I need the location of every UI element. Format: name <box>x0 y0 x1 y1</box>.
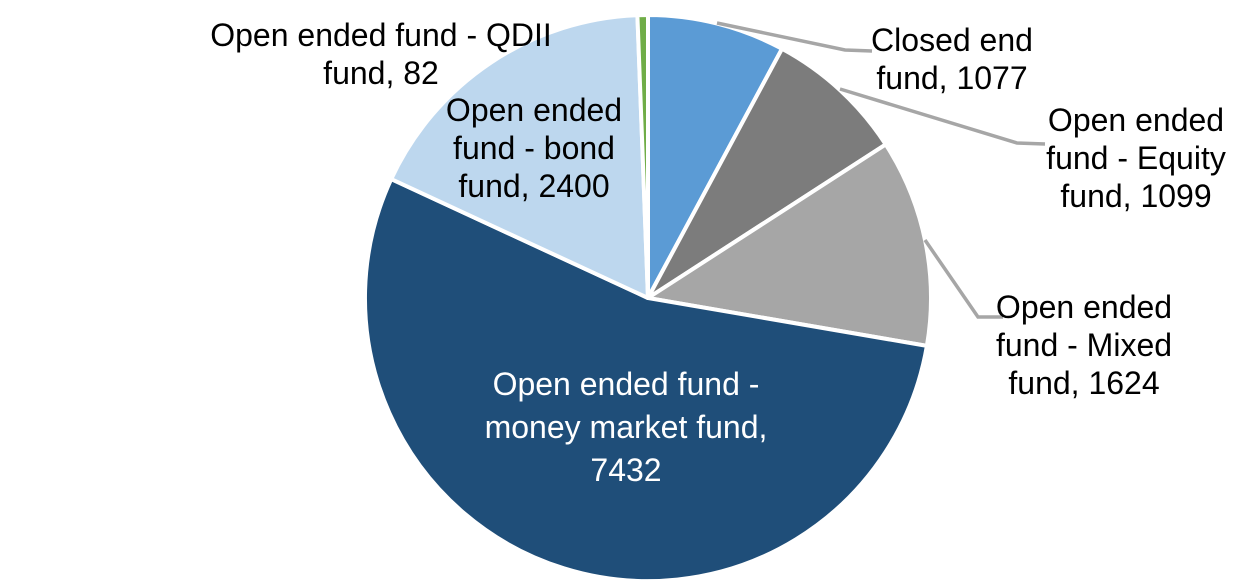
pie-slice-open-ended-money-market-fund <box>362 177 929 584</box>
label-bond-line-2: fund - bond <box>453 130 615 166</box>
label-closed-end-fund: Closed end fund, 1077 <box>822 21 1082 97</box>
label-qdii-line-1: Open ended fund - QDII <box>210 17 552 53</box>
label-qdii-line-2: fund, 82 <box>323 55 439 91</box>
label-equity-fund: Open ended fund - Equity fund, 1099 <box>996 101 1250 215</box>
label-mixed-fund: Open ended fund - Mixed fund, 1624 <box>944 288 1224 402</box>
label-bond-line-1: Open ended <box>445 92 623 128</box>
label-bond-fund: Open ended fund - bond fund, 2400 <box>384 91 684 205</box>
label-money-market-line-3: 7432 <box>590 452 662 488</box>
label-equity-line-3: fund, 1099 <box>1060 178 1212 214</box>
label-money-market-line-1: Open ended fund - <box>492 366 760 402</box>
label-equity-line-2: fund - Equity <box>1046 140 1226 176</box>
label-closed-end-line-1: Closed end <box>871 22 1033 58</box>
label-qdii-fund: Open ended fund - QDII fund, 82 <box>141 16 621 92</box>
leader-line-closed-end-fund <box>716 21 873 53</box>
label-bond-line-3: fund, 2400 <box>458 168 610 204</box>
leader-lines <box>716 21 1046 319</box>
leader-line-mixed-fund <box>923 239 1003 319</box>
label-money-market-fund: Open ended fund - money market fund, 743… <box>416 363 836 492</box>
label-mixed-line-1: Open ended <box>995 289 1173 325</box>
pie-slice-open-ended-qdii-fund <box>635 13 650 300</box>
pie-slices <box>362 13 933 584</box>
label-equity-line-1: Open ended <box>1047 102 1225 138</box>
label-mixed-line-2: fund - Mixed <box>995 327 1173 363</box>
label-mixed-line-3: fund, 1624 <box>1008 365 1160 401</box>
leader-line-equity-fund <box>839 87 1046 146</box>
label-money-market-line-2: money market fund, <box>484 409 768 445</box>
pie-slice-open-ended-bond-fund <box>389 13 650 300</box>
label-closed-end-line-2: fund, 1077 <box>876 60 1028 96</box>
